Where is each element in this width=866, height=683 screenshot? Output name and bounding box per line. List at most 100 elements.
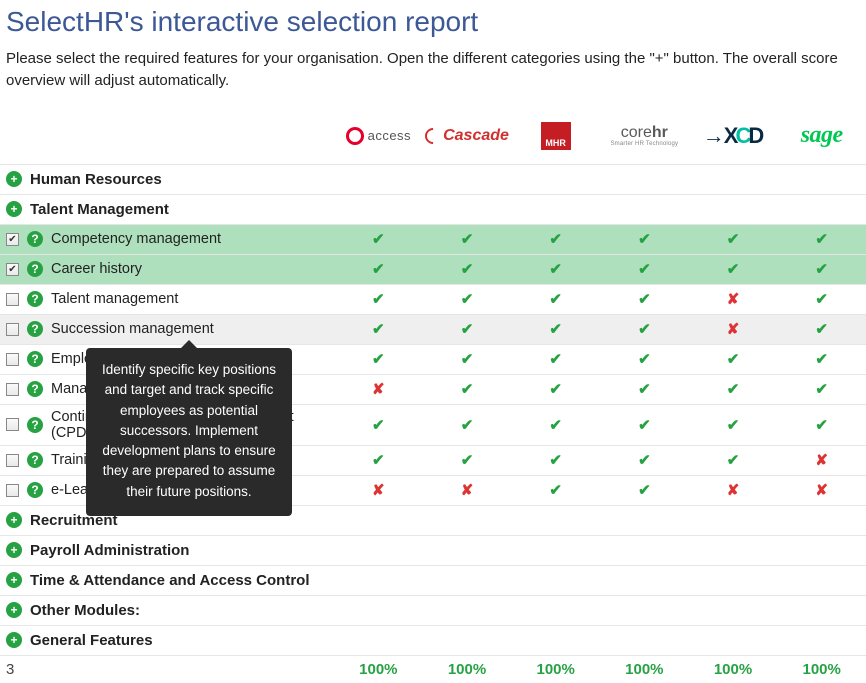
feature-checkbox[interactable] <box>6 418 19 431</box>
expand-icon[interactable] <box>6 512 22 528</box>
check-icon: ✔ <box>511 416 600 434</box>
cross-icon: ✘ <box>423 481 512 499</box>
cross-icon: ✘ <box>777 481 866 499</box>
footer-row: 3 100%100%100%100%100%100% <box>0 655 866 683</box>
help-icon[interactable] <box>27 452 43 468</box>
check-icon: ✔ <box>423 230 512 248</box>
check-icon: ✔ <box>600 350 689 368</box>
help-icon[interactable] <box>27 231 43 247</box>
check-icon: ✔ <box>689 350 778 368</box>
help-icon[interactable] <box>27 351 43 367</box>
check-icon: ✔ <box>689 260 778 278</box>
check-icon: ✔ <box>511 260 600 278</box>
cross-icon: ✘ <box>689 320 778 338</box>
feature-checkbox[interactable] <box>6 484 19 497</box>
check-icon: ✔ <box>511 230 600 248</box>
check-icon: ✔ <box>777 380 866 398</box>
feature-checkbox[interactable] <box>6 383 19 396</box>
feature-checkbox[interactable] <box>6 263 19 276</box>
feature-row: Talent management✔✔✔✔✘✔ <box>0 284 866 314</box>
check-icon: ✔ <box>777 416 866 434</box>
check-icon: ✔ <box>511 380 600 398</box>
vendor-cascade: Cascade <box>423 118 512 154</box>
check-icon: ✔ <box>777 290 866 308</box>
check-icon: ✔ <box>511 290 600 308</box>
check-icon: ✔ <box>334 350 423 368</box>
expand-icon[interactable] <box>6 201 22 217</box>
help-icon[interactable] <box>27 381 43 397</box>
check-icon: ✔ <box>600 380 689 398</box>
succession-tooltip: Identify specific key positions and targ… <box>86 348 292 516</box>
check-icon: ✔ <box>334 416 423 434</box>
check-icon: ✔ <box>689 380 778 398</box>
cross-icon: ✘ <box>334 380 423 398</box>
check-icon: ✔ <box>777 320 866 338</box>
expand-icon[interactable] <box>6 632 22 648</box>
category-label: Talent Management <box>30 201 169 218</box>
check-icon: ✔ <box>600 260 689 278</box>
help-icon[interactable] <box>27 261 43 277</box>
check-icon: ✔ <box>511 481 600 499</box>
help-icon[interactable] <box>27 321 43 337</box>
category-row[interactable]: Other Modules: <box>0 595 866 625</box>
feature-checkbox[interactable] <box>6 293 19 306</box>
expand-icon[interactable] <box>6 542 22 558</box>
check-icon: ✔ <box>777 230 866 248</box>
check-icon: ✔ <box>423 380 512 398</box>
feature-label[interactable]: Talent management <box>51 291 178 307</box>
check-icon: ✔ <box>600 230 689 248</box>
vendors-header-row: access Cascade MHR corehrSmarter HR Tech… <box>0 110 866 164</box>
check-icon: ✔ <box>777 350 866 368</box>
check-icon: ✔ <box>334 230 423 248</box>
check-icon: ✔ <box>423 451 512 469</box>
help-icon[interactable] <box>27 417 43 433</box>
check-icon: ✔ <box>423 260 512 278</box>
category-row[interactable]: Time & Attendance and Access Control <box>0 565 866 595</box>
category-row[interactable]: Talent Management <box>0 194 866 224</box>
expand-icon[interactable] <box>6 171 22 187</box>
check-icon: ✔ <box>511 451 600 469</box>
check-icon: ✔ <box>511 350 600 368</box>
page-title: SelectHR's interactive selection report <box>0 0 866 48</box>
check-icon: ✔ <box>600 416 689 434</box>
feature-row: Competency management✔✔✔✔✔✔ <box>0 224 866 254</box>
feature-row: Succession management✔✔✔✔✘✔ <box>0 314 866 344</box>
check-icon: ✔ <box>689 416 778 434</box>
check-icon: ✔ <box>423 290 512 308</box>
check-icon: ✔ <box>600 290 689 308</box>
feature-checkbox[interactable] <box>6 353 19 366</box>
check-icon: ✔ <box>334 290 423 308</box>
feature-label[interactable]: Competency management <box>51 231 221 247</box>
check-icon: ✔ <box>334 320 423 338</box>
cross-icon: ✘ <box>334 481 423 499</box>
check-icon: ✔ <box>689 451 778 469</box>
category-label: General Features <box>30 632 153 649</box>
vendor-access: access <box>334 118 423 154</box>
feature-checkbox[interactable] <box>6 233 19 246</box>
help-icon[interactable] <box>27 482 43 498</box>
expand-icon[interactable] <box>6 572 22 588</box>
category-row[interactable]: Payroll Administration <box>0 535 866 565</box>
check-icon: ✔ <box>511 320 600 338</box>
help-icon[interactable] <box>27 291 43 307</box>
cross-icon: ✘ <box>689 290 778 308</box>
check-icon: ✔ <box>600 320 689 338</box>
check-icon: ✔ <box>600 481 689 499</box>
category-label: Payroll Administration <box>30 542 189 559</box>
vendor-mhr: MHR <box>511 118 600 154</box>
check-icon: ✔ <box>423 320 512 338</box>
category-row[interactable]: Human Resources <box>0 164 866 194</box>
check-icon: ✔ <box>423 416 512 434</box>
category-label: Human Resources <box>30 171 162 188</box>
category-label: Other Modules: <box>30 602 140 619</box>
cross-icon: ✘ <box>777 451 866 469</box>
feature-label[interactable]: Succession management <box>51 321 214 337</box>
feature-label[interactable]: Career history <box>51 261 142 277</box>
feature-checkbox[interactable] <box>6 454 19 467</box>
cross-icon: ✘ <box>689 481 778 499</box>
feature-checkbox[interactable] <box>6 323 19 336</box>
check-icon: ✔ <box>334 451 423 469</box>
expand-icon[interactable] <box>6 602 22 618</box>
category-row[interactable]: General Features <box>0 625 866 655</box>
vendor-xcd: →XCD <box>689 118 778 154</box>
